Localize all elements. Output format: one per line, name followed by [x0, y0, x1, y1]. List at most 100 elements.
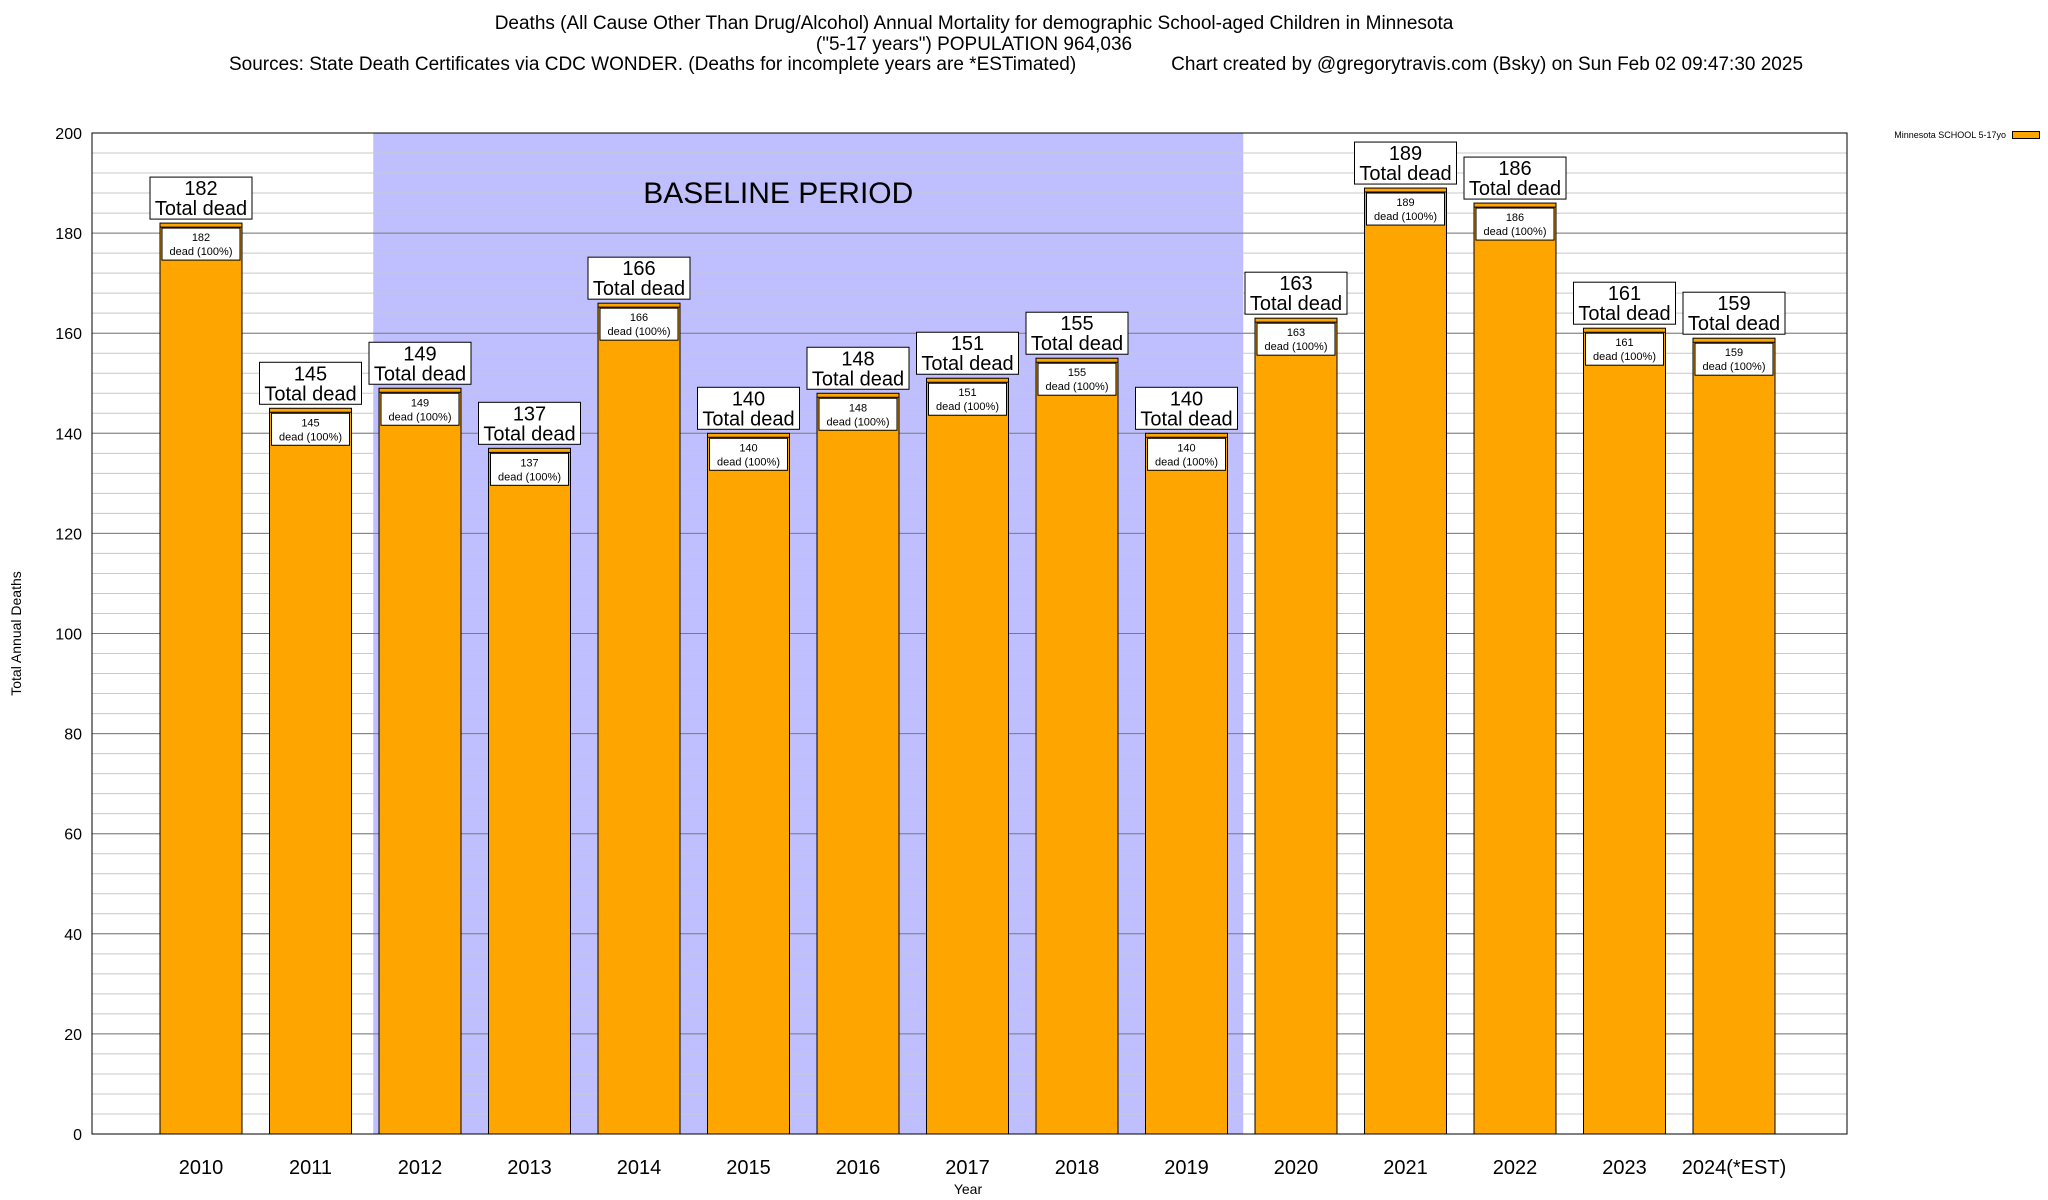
total-value-label: 151	[951, 333, 984, 355]
plot-frame	[91, 132, 1848, 1135]
bar	[159, 222, 243, 1135]
inner-percent-label: dead (100%)	[1046, 381, 1109, 393]
total-dead-label: Total dead	[1578, 303, 1670, 325]
total-value-label: 182	[184, 178, 217, 200]
x-tick-label: 2015	[726, 1157, 771, 1179]
total-label-box	[1025, 311, 1129, 355]
baseline-label: BASELINE PERIOD	[643, 177, 913, 210]
total-value-label: 189	[1389, 143, 1422, 165]
total-value-label: 137	[513, 403, 546, 425]
inner-percent-label: dead (100%)	[279, 431, 342, 443]
bar	[1145, 432, 1228, 1135]
total-label-box	[149, 176, 253, 220]
x-tick-label: 2017	[945, 1157, 990, 1179]
bar	[1364, 187, 1447, 1135]
total-value-label: 149	[403, 343, 436, 365]
total-label-box	[1244, 271, 1348, 315]
inner-label-box	[599, 307, 679, 341]
bar	[926, 377, 1009, 1135]
x-tick-label: 2018	[1055, 1157, 1100, 1179]
total-dead-label: Total dead	[921, 353, 1013, 375]
inner-percent-label: dead (100%)	[1265, 341, 1328, 353]
inner-label-box	[271, 412, 350, 446]
inner-percent-label: dead (100%)	[608, 326, 671, 338]
inner-value-label: 163	[1287, 327, 1305, 339]
total-value-label: 148	[841, 348, 874, 370]
total-label-box	[587, 256, 691, 300]
total-label-box	[1463, 156, 1567, 200]
legend: Minnesota SCHOOL 5-17yo	[1894, 130, 2040, 140]
x-tick-label: 2016	[836, 1157, 881, 1179]
y-tick-label: 120	[55, 526, 82, 543]
inner-percent-label: dead (100%)	[1155, 456, 1218, 468]
x-tick-label: 2011	[289, 1157, 332, 1179]
inner-value-label: 166	[630, 312, 648, 324]
bar	[816, 392, 900, 1135]
y-axis-label: Total Annual Deaths	[8, 571, 24, 696]
bar	[1583, 327, 1666, 1135]
bar	[707, 432, 790, 1135]
bar	[1473, 202, 1557, 1135]
y-tick-label: 40	[64, 927, 82, 944]
total-dead-label: Total dead	[1140, 408, 1232, 430]
x-tick-label: 2013	[507, 1157, 552, 1179]
total-dead-label: Total dead	[264, 383, 356, 405]
bar	[1692, 337, 1776, 1135]
inner-value-label: 151	[958, 387, 976, 399]
total-dead-label: Total dead	[593, 278, 685, 300]
x-tick-label: 2021	[1383, 1157, 1428, 1179]
inner-label-box	[380, 392, 460, 426]
total-dead-label: Total dead	[1359, 163, 1451, 185]
total-value-label: 145	[294, 363, 327, 385]
legend-swatch	[2012, 131, 2040, 139]
total-label-box	[1682, 291, 1786, 335]
inner-value-label: 148	[849, 402, 867, 414]
inner-label-box	[1475, 207, 1555, 241]
x-tick-label: 2019	[1164, 1157, 1209, 1179]
inner-label-box	[1256, 322, 1336, 356]
total-value-label: 163	[1279, 273, 1312, 295]
inner-value-label: 161	[1615, 337, 1633, 349]
total-dead-label: Total dead	[155, 198, 247, 220]
total-value-label: 159	[1717, 293, 1750, 315]
total-label-box	[916, 331, 1019, 375]
total-dead-label: Total dead	[483, 423, 575, 445]
total-dead-label: Total dead	[1688, 313, 1780, 335]
inner-value-label: 140	[739, 442, 757, 454]
x-tick-label: 2012	[398, 1157, 443, 1179]
y-tick-label: 100	[55, 627, 82, 644]
inner-label-box	[490, 452, 569, 486]
chart-source-line: Sources: State Death Certificates via CD…	[0, 54, 2040, 75]
total-value-label: 155	[1060, 313, 1093, 335]
total-value-label: 140	[1170, 388, 1203, 410]
total-dead-label: Total dead	[812, 368, 904, 390]
y-tick-label: 80	[64, 727, 82, 744]
y-tick-label: 20	[64, 1027, 82, 1044]
total-dead-label: Total dead	[374, 363, 466, 385]
y-tick-label: 140	[55, 426, 82, 443]
bar	[269, 407, 352, 1135]
y-tick-label: 0	[73, 1127, 82, 1144]
inner-value-label: 189	[1396, 197, 1414, 209]
inner-percent-label: dead (100%)	[717, 456, 780, 468]
inner-label-box	[709, 437, 788, 471]
total-dead-label: Total dead	[1469, 178, 1561, 200]
x-tick-label: 2023	[1602, 1157, 1647, 1179]
inner-label-box	[1366, 192, 1445, 226]
total-dead-label: Total dead	[702, 408, 794, 430]
x-tick-label: 2010	[179, 1157, 224, 1179]
chart-subtitle: ("5-17 years") POPULATION 964,036	[815, 34, 1133, 55]
inner-value-label: 149	[411, 397, 429, 409]
total-label-box	[697, 386, 800, 430]
total-label-box	[1135, 386, 1238, 430]
inner-value-label: 182	[192, 232, 210, 244]
inner-percent-label: dead (100%)	[1593, 351, 1656, 363]
inner-label-box	[928, 382, 1007, 416]
y-tick-label: 160	[55, 326, 82, 343]
inner-percent-label: dead (100%)	[1703, 361, 1766, 373]
inner-percent-label: dead (100%)	[827, 416, 890, 428]
inner-label-box	[1037, 362, 1117, 396]
inner-percent-label: dead (100%)	[1374, 211, 1437, 223]
inner-value-label: 145	[301, 417, 319, 429]
